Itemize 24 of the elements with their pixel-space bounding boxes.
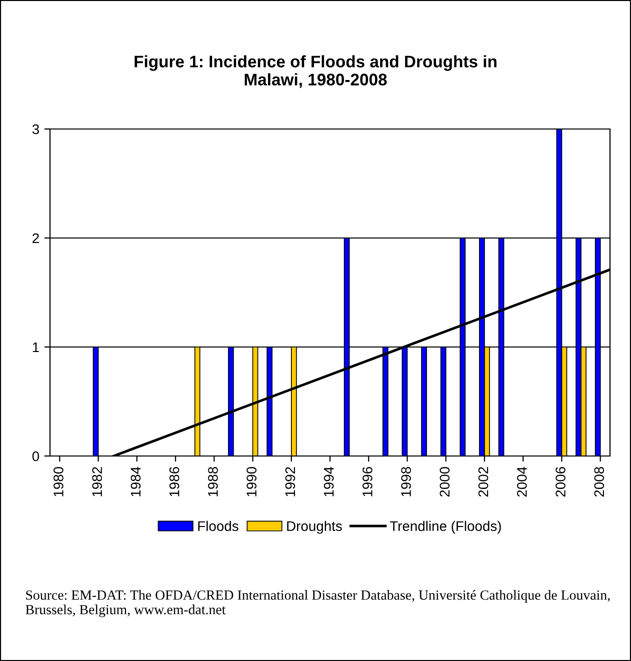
y-tick-label: 1 [32, 342, 39, 352]
x-tick-label: 1984 [130, 466, 141, 496]
x-tick-label: 1982 [92, 467, 102, 496]
x-tick-label: 2004 [516, 466, 527, 497]
legend-label: Floods [198, 520, 238, 532]
x-tick-label: 1994 [324, 466, 334, 496]
x-tick-label: 2000 [440, 466, 450, 497]
x-tick-label: 1992 [285, 467, 296, 496]
x-tick-label: 1996 [362, 467, 372, 496]
source-note: Source: EM-DAT: The OFDA/CRED International Disaster Database, Université Catholique de Louvain, Brussels, Belgium, www.em-dat.net [26, 590, 610, 618]
y-tick-label: 0 [32, 451, 40, 462]
chart-title: Figure 1: Incidence of Floods and Droughts in Malawi, 1980-2008 [134, 55, 496, 88]
x-tick-label: 1988 [208, 467, 218, 496]
y-tick-label: 2 [32, 233, 39, 244]
x-tick-label: 1986 [169, 467, 180, 496]
x-tick-label: 1980 [54, 466, 64, 496]
y-tick-label: 3 [32, 124, 39, 134]
legend-label: Trendline (Floods) [390, 520, 501, 534]
x-tick-label: 2008 [594, 467, 604, 497]
x-tick-label: 1998 [401, 467, 411, 496]
x-tick-label: 1990 [246, 466, 256, 496]
x-tick-label: 2006 [556, 467, 566, 497]
x-tick-label: 2002 [478, 467, 488, 497]
legend-label: Droughts [287, 520, 342, 534]
